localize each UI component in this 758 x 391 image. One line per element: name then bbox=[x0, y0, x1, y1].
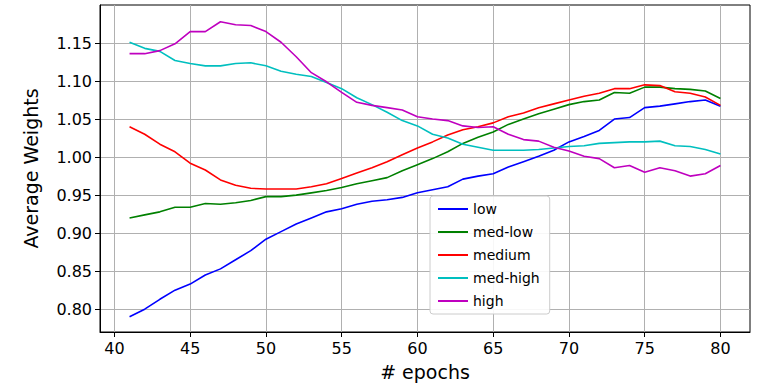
svg-text:0.85: 0.85 bbox=[56, 262, 92, 281]
svg-text:med-low: med-low bbox=[473, 224, 533, 240]
svg-text:high: high bbox=[473, 293, 504, 309]
svg-text:# epochs: # epochs bbox=[380, 361, 470, 383]
svg-text:low: low bbox=[473, 201, 497, 217]
svg-text:0.80: 0.80 bbox=[56, 300, 92, 319]
svg-text:med-high: med-high bbox=[473, 270, 540, 286]
svg-text:0.90: 0.90 bbox=[56, 224, 92, 243]
svg-text:65: 65 bbox=[483, 339, 503, 358]
svg-text:60: 60 bbox=[407, 339, 427, 358]
svg-text:1.10: 1.10 bbox=[56, 72, 92, 91]
svg-text:1.05: 1.05 bbox=[56, 110, 92, 129]
svg-text:70: 70 bbox=[559, 339, 579, 358]
svg-text:1.00: 1.00 bbox=[56, 148, 92, 167]
svg-text:50: 50 bbox=[256, 339, 276, 358]
svg-text:medium: medium bbox=[473, 247, 531, 263]
svg-text:40: 40 bbox=[104, 339, 124, 358]
svg-text:45: 45 bbox=[180, 339, 200, 358]
svg-text:Average Weights: Average Weights bbox=[20, 88, 42, 248]
svg-text:1.15: 1.15 bbox=[56, 34, 92, 53]
svg-text:55: 55 bbox=[331, 339, 351, 358]
svg-text:80: 80 bbox=[710, 339, 730, 358]
svg-text:75: 75 bbox=[635, 339, 655, 358]
svg-text:0.95: 0.95 bbox=[56, 186, 92, 205]
